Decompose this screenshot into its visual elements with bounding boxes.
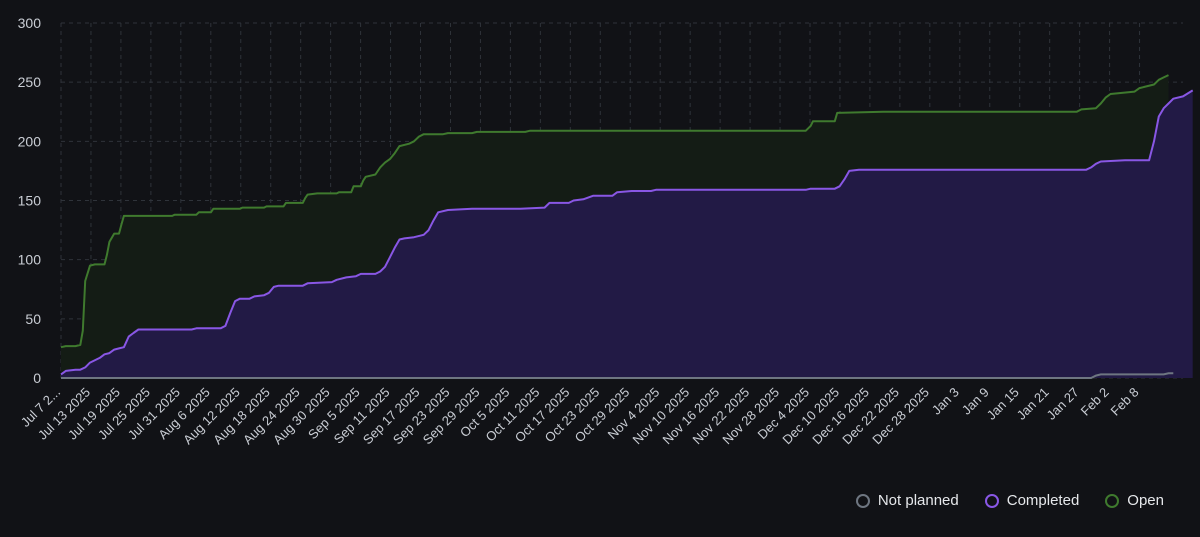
y-tick-label: 0 [33, 370, 41, 386]
legend-item-completed[interactable]: Completed [984, 492, 1080, 509]
legend-swatch-completed [984, 493, 999, 508]
legend-item-not-planned[interactable]: Not planned [855, 492, 959, 509]
legend-item-open[interactable]: Open [1105, 492, 1164, 509]
legend-swatch-open [1105, 493, 1120, 508]
y-tick-label: 200 [18, 133, 42, 149]
chart-legend: Not planned Completed Open [830, 492, 1164, 509]
x-tick-label: Jan 21 [1014, 385, 1052, 423]
x-tick-label: Jan 27 [1044, 385, 1082, 423]
y-axis-ticks: 0 50 100 150 200 250 300 [18, 15, 42, 386]
series-area-completed [61, 90, 1193, 379]
legend-swatch-not-planned [855, 493, 870, 508]
x-tick-label: Feb 8 [1108, 385, 1142, 419]
series-line-open [60, 74, 1169, 349]
x-tick-label: Feb 2 [1078, 385, 1112, 419]
y-tick-label: 250 [18, 74, 42, 90]
y-tick-label: 300 [18, 15, 42, 31]
series-areas [61, 75, 1193, 379]
legend-label-completed: Completed [1006, 492, 1080, 509]
y-tick-label: 150 [18, 193, 42, 209]
legend-label-open: Open [1127, 492, 1164, 509]
series-line-completed [60, 89, 1194, 376]
y-tick-label: 50 [25, 311, 41, 327]
legend-label-not-planned: Not planned [877, 492, 959, 509]
x-tick-label: Jan 3 [929, 385, 962, 418]
y-tick-label: 100 [18, 252, 42, 268]
x-tick-label: Jan 15 [984, 385, 1022, 423]
series-line-not-planned [61, 372, 1174, 379]
series-lines [60, 74, 1194, 379]
